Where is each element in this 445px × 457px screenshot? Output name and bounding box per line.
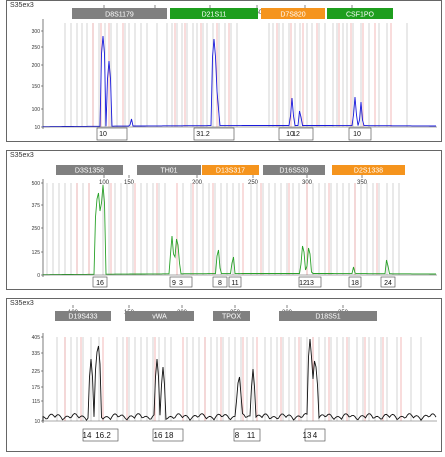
panel-title: S35ex3 bbox=[10, 300, 34, 307]
y-tick-label: 250 bbox=[32, 226, 41, 232]
allele-call-label: 9 bbox=[172, 280, 176, 287]
allele-call-label: 14 bbox=[83, 431, 92, 440]
allele-call-label: 4 bbox=[313, 431, 318, 440]
y-tick-label: 335 bbox=[32, 351, 41, 357]
allele-call-label: 8 bbox=[218, 280, 222, 287]
locus-name: D21S11 bbox=[202, 12, 227, 19]
locus-name: vWA bbox=[152, 314, 167, 321]
allele-call-box bbox=[233, 428, 261, 442]
allele-call-box bbox=[82, 428, 119, 442]
locus-name: CSF1PO bbox=[346, 12, 375, 19]
locus-name: D16S539 bbox=[279, 168, 308, 175]
y-tick-label: 200 bbox=[32, 63, 41, 69]
locus-bar bbox=[327, 8, 393, 19]
locus-name: D2S1338 bbox=[354, 168, 383, 175]
y-tick-label: 10 bbox=[34, 419, 40, 425]
y-tick-label: 115 bbox=[32, 399, 40, 405]
locus-name: TH01 bbox=[160, 168, 177, 175]
locus-bar bbox=[263, 165, 325, 175]
y-tick-label: 250 bbox=[32, 45, 41, 51]
y-tick-label: 150 bbox=[32, 84, 41, 90]
trace-line bbox=[42, 35, 436, 128]
allele-call-label: 12 bbox=[292, 131, 300, 138]
ruler-tick-label: 250 bbox=[248, 180, 259, 186]
panel-title: S35ex3 bbox=[10, 152, 34, 159]
y-tick-label: 405 bbox=[32, 335, 41, 341]
allele-call-box bbox=[228, 276, 242, 288]
y-tick-label: 500 bbox=[32, 181, 41, 187]
allele-call-box bbox=[152, 428, 184, 442]
trace-plot[interactable]: 100150200250300350D3S1358TH01D13S317D16S… bbox=[7, 151, 441, 289]
ruler-tick-label: 100 bbox=[99, 180, 110, 186]
allele-call-label: 24 bbox=[384, 280, 392, 287]
trace-plot[interactable]: 100150200250300350D19S433vWATPOXD18S5110… bbox=[7, 299, 441, 451]
locus-name: D8S1179 bbox=[105, 12, 134, 19]
electropherogram-panel-green: S35ex3 100150200250300350D3S1358TH01D13S… bbox=[6, 150, 442, 290]
allele-call-label: 16.2 bbox=[95, 431, 111, 440]
y-tick-label: 300 bbox=[32, 29, 41, 35]
locus-name: TPOX bbox=[222, 314, 241, 321]
allele-call-box bbox=[348, 127, 372, 141]
allele-call-label: 3 bbox=[179, 280, 183, 287]
allele-call-label: 11 bbox=[231, 280, 238, 287]
allele-call-label: 12 bbox=[299, 280, 307, 287]
locus-bar bbox=[261, 8, 325, 19]
y-tick-label: 10 bbox=[34, 125, 40, 131]
allele-call-label: 10 bbox=[286, 131, 294, 138]
y-tick-label: 100 bbox=[32, 107, 41, 113]
locus-name: D19S433 bbox=[68, 314, 97, 321]
locus-bar bbox=[72, 8, 167, 19]
ruler-tick-label: 350 bbox=[357, 180, 368, 186]
allele-call-box bbox=[278, 127, 314, 141]
locus-bar bbox=[125, 311, 194, 321]
y-tick-label: 225 bbox=[32, 369, 41, 375]
allele-call-label: 8 bbox=[235, 431, 240, 440]
allele-call-label: 10 bbox=[99, 131, 107, 138]
trace-line bbox=[42, 184, 436, 276]
allele-call-label: 31.2 bbox=[196, 131, 210, 138]
allele-call-label: 16 bbox=[154, 431, 163, 440]
locus-name: D13S317 bbox=[216, 168, 245, 175]
locus-bar bbox=[170, 8, 258, 19]
locus-bar bbox=[332, 165, 405, 175]
y-tick-label: 125 bbox=[32, 250, 41, 256]
allele-call-box bbox=[348, 276, 362, 288]
allele-call-box bbox=[304, 428, 326, 442]
allele-call-label: 16 bbox=[96, 280, 104, 287]
panel-title: S35ex3 bbox=[10, 2, 34, 9]
y-tick-label: 175 bbox=[32, 385, 41, 391]
allele-call-label: 13 bbox=[306, 280, 314, 287]
allele-call-label: 13 bbox=[303, 431, 312, 440]
locus-bar bbox=[202, 165, 259, 175]
allele-call-label: 10 bbox=[353, 131, 361, 138]
locus-name: D3S1358 bbox=[75, 168, 104, 175]
locus-name: D7S820 bbox=[280, 12, 305, 19]
locus-bar bbox=[137, 165, 201, 175]
electropherogram-panel-blue: S35ex3 100150200250300350D8S1179D21S11D7… bbox=[6, 0, 442, 142]
locus-bar bbox=[279, 311, 377, 321]
locus-name: D18S51 bbox=[315, 314, 340, 321]
allele-call-box bbox=[380, 276, 396, 288]
ruler-tick-label: 150 bbox=[124, 180, 135, 186]
allele-call-label: 18 bbox=[351, 280, 359, 287]
allele-call-box bbox=[298, 276, 322, 288]
allele-call-label: 18 bbox=[165, 431, 174, 440]
locus-bar bbox=[56, 165, 123, 175]
electropherogram-panel-black: S35ex3 100150200250300350D19S433vWATPOXD… bbox=[6, 298, 442, 452]
y-tick-label: 0 bbox=[37, 273, 40, 279]
locus-bar bbox=[55, 311, 111, 321]
allele-call-label: 11 bbox=[247, 431, 256, 440]
allele-call-box bbox=[212, 276, 228, 288]
allele-call-box bbox=[169, 276, 193, 288]
allele-call-box bbox=[92, 276, 108, 288]
trace-plot[interactable]: 100150200250300350D8S1179D21S11D7S820CSF… bbox=[7, 1, 441, 141]
y-tick-label: 375 bbox=[32, 203, 41, 209]
trace-line bbox=[42, 338, 437, 421]
locus-bar bbox=[213, 311, 250, 321]
allele-call-box bbox=[96, 127, 128, 141]
allele-call-box bbox=[193, 127, 235, 141]
